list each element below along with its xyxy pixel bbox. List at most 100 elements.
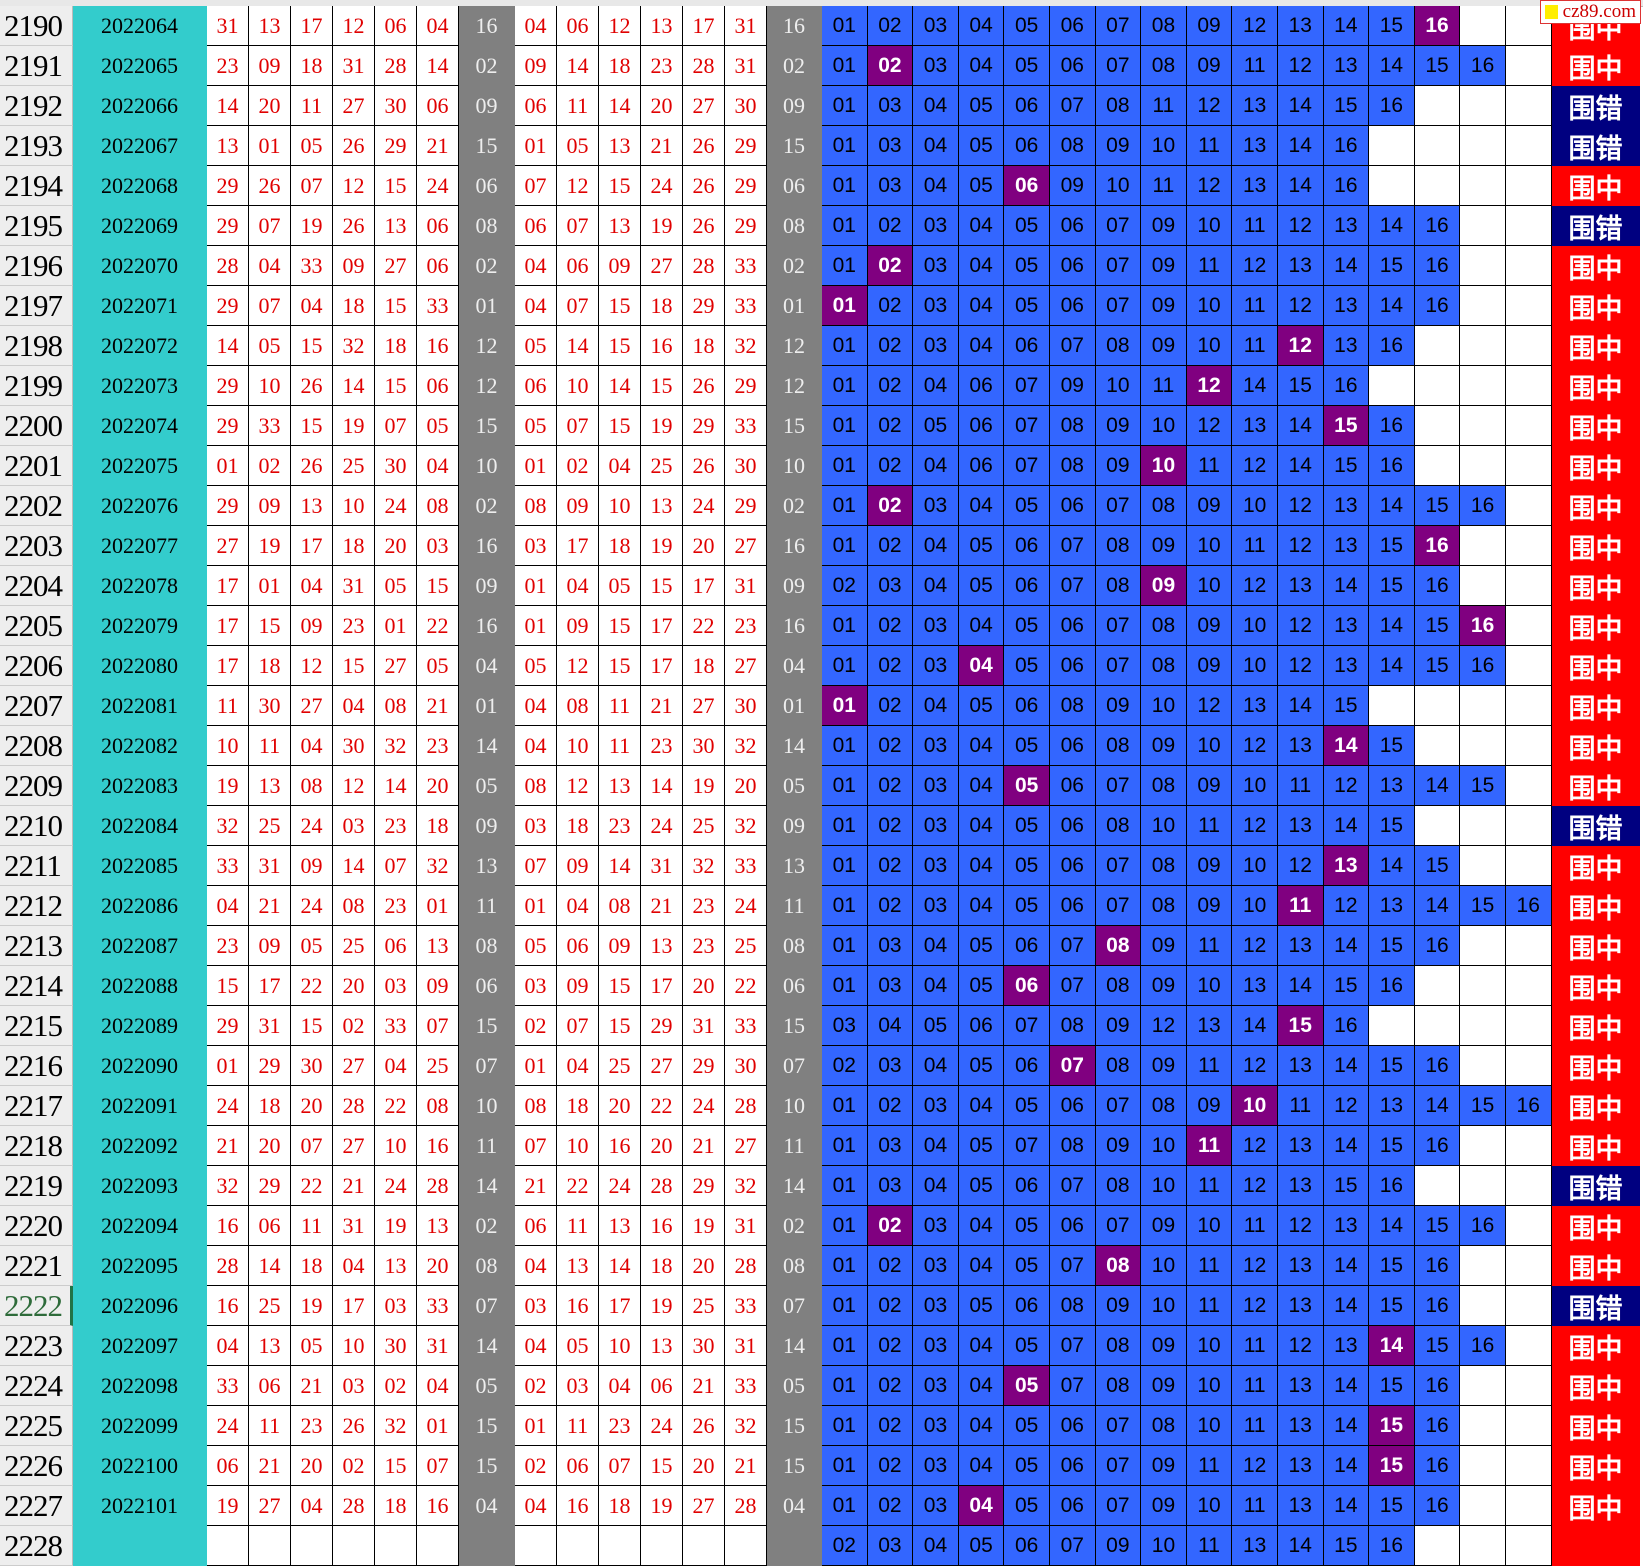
candidate-number-cell[interactable]: 03 (913, 326, 959, 366)
draw-number-cell[interactable]: 06 (249, 1366, 291, 1406)
candidate-number-cell[interactable]: 10 (1232, 766, 1278, 806)
empty-cell[interactable] (1414, 86, 1461, 126)
sorted-number-cell[interactable]: 29 (725, 126, 767, 166)
candidate-number-cell[interactable]: 01 (822, 1446, 868, 1486)
row-number-header[interactable]: 2208 (0, 726, 73, 766)
sorted-number-cell[interactable]: 18 (641, 286, 683, 326)
candidate-number-cell[interactable]: 07 (1049, 1526, 1096, 1566)
draw-number-cell[interactable]: 21 (207, 1126, 249, 1166)
sorted-number-cell[interactable]: 08 (515, 1086, 557, 1126)
blue-ball-repeat-cell[interactable]: 04 (767, 1486, 822, 1526)
candidate-number-cell[interactable]: 07 (1095, 766, 1142, 806)
empty-cell[interactable] (1505, 686, 1552, 726)
candidate-number-cell[interactable]: 04 (913, 1046, 959, 1086)
candidate-number-cell[interactable]: 08 (1095, 1326, 1142, 1366)
candidate-number-cell[interactable]: 10 (1232, 606, 1278, 646)
draw-number-cell[interactable]: 12 (333, 166, 375, 206)
draw-number-cell[interactable]: 15 (375, 1446, 417, 1486)
candidate-number-cell[interactable]: 11 (1232, 1326, 1278, 1366)
draw-number-cell[interactable]: 22 (375, 1086, 417, 1126)
sorted-number-cell[interactable]: 19 (683, 1206, 725, 1246)
blue-ball-repeat-cell[interactable]: 13 (767, 846, 822, 886)
draw-number-cell[interactable]: 26 (333, 1406, 375, 1446)
candidate-number-cell[interactable]: 10 (1141, 1286, 1187, 1326)
candidate-number-cell[interactable]: 07 (1049, 926, 1096, 966)
blue-ball-repeat-cell[interactable]: 16 (767, 526, 822, 566)
row-number-header[interactable]: 2206 (0, 646, 73, 686)
candidate-number-cell[interactable]: 16 (1414, 1486, 1461, 1526)
candidate-number-cell[interactable]: 14 (1323, 1446, 1370, 1486)
draw-number-cell[interactable]: 31 (333, 46, 375, 86)
draw-number-cell[interactable]: 09 (417, 966, 459, 1006)
draw-number-cell[interactable]: 33 (417, 1286, 459, 1326)
empty-cell[interactable] (1505, 1366, 1552, 1406)
draw-number-cell[interactable]: 30 (375, 1326, 417, 1366)
result-badge[interactable] (1551, 1526, 1640, 1566)
row-number-header[interactable]: 2192 (0, 86, 73, 126)
row-number-header[interactable]: 2224 (0, 1366, 73, 1406)
draw-number-cell[interactable]: 23 (375, 806, 417, 846)
empty-cell[interactable] (1505, 1246, 1552, 1286)
draw-number-cell[interactable]: 07 (249, 286, 291, 326)
period-cell[interactable]: 2022085 (73, 846, 207, 886)
candidate-number-cell[interactable]: 16 (1369, 446, 1415, 486)
candidate-number-cell[interactable]: 09 (1141, 1206, 1187, 1246)
blue-ball-repeat-cell[interactable] (767, 1526, 822, 1566)
candidate-number-cell[interactable]: 09 (1141, 206, 1187, 246)
row-number-header[interactable]: 2222 (0, 1286, 73, 1326)
candidate-number-cell[interactable]: 02 (867, 1326, 914, 1366)
draw-number-cell[interactable]: 29 (249, 1166, 291, 1206)
blue-ball-cell[interactable]: 05 (459, 1366, 515, 1406)
sorted-number-cell[interactable]: 31 (725, 6, 767, 46)
draw-number-cell[interactable]: 25 (333, 926, 375, 966)
blue-ball-repeat-cell[interactable]: 14 (767, 726, 822, 766)
candidate-number-cell[interactable]: 12 (1232, 1246, 1278, 1286)
candidate-number-cell[interactable]: 13 (1277, 806, 1324, 846)
draw-number-cell[interactable]: 17 (291, 526, 333, 566)
sorted-number-cell[interactable]: 04 (515, 6, 557, 46)
candidate-number-cell[interactable]: 06 (1004, 1286, 1050, 1326)
candidate-number-cell[interactable]: 11 (1232, 326, 1278, 366)
candidate-number-cell[interactable]: 15 (1369, 1286, 1415, 1326)
draw-number-cell[interactable]: 05 (417, 646, 459, 686)
row-number-header[interactable]: 2200 (0, 406, 73, 446)
result-badge[interactable]: 围中 (1551, 246, 1640, 286)
candidate-number-cell[interactable]: 09 (1186, 646, 1233, 686)
candidate-number-cell[interactable]: 06 (1049, 46, 1096, 86)
draw-number-cell[interactable]: 16 (207, 1206, 249, 1246)
sorted-number-cell[interactable]: 14 (557, 46, 599, 86)
candidate-number-cell[interactable]: 05 (958, 1166, 1005, 1206)
candidate-number-cell[interactable]: 16 (1369, 406, 1415, 446)
row-number-header[interactable]: 2205 (0, 606, 73, 646)
candidate-number-cell[interactable]: 14 (1323, 1046, 1370, 1086)
empty-cell[interactable] (1505, 486, 1552, 526)
candidate-number-cell[interactable]: 04 (958, 1406, 1005, 1446)
candidate-number-cell[interactable]: 05 (958, 926, 1005, 966)
draw-number-cell[interactable]: 26 (291, 446, 333, 486)
candidate-number-cell[interactable]: 13 (1277, 6, 1324, 46)
sorted-number-cell[interactable]: 24 (641, 166, 683, 206)
draw-number-cell[interactable]: 27 (333, 86, 375, 126)
row-number-header[interactable]: 2191 (0, 46, 73, 86)
candidate-number-cell[interactable]: 07 (1095, 486, 1142, 526)
candidate-number-cell[interactable]: 05 (958, 1126, 1005, 1166)
draw-number-cell[interactable]: 01 (375, 606, 417, 646)
candidate-number-cell[interactable]: 06 (1049, 6, 1096, 46)
candidate-number-cell[interactable]: 02 (822, 566, 868, 606)
draw-number-cell[interactable] (417, 1526, 459, 1566)
sorted-number-cell[interactable]: 02 (515, 1446, 557, 1486)
sorted-number-cell[interactable]: 27 (641, 1046, 683, 1086)
candidate-number-cell[interactable]: 12 (1232, 1446, 1278, 1486)
candidate-number-cell[interactable]: 03 (867, 86, 914, 126)
row-number-header[interactable]: 2190 (0, 6, 73, 46)
candidate-number-cell[interactable]: 02 (867, 526, 914, 566)
candidate-number-cell[interactable]: 05 (1004, 1406, 1050, 1446)
empty-cell[interactable] (1505, 166, 1552, 206)
candidate-number-cell[interactable]: 12 (1277, 486, 1324, 526)
draw-number-cell[interactable]: 02 (333, 1446, 375, 1486)
empty-cell[interactable] (1505, 1406, 1552, 1446)
draw-number-cell[interactable]: 15 (207, 966, 249, 1006)
row-number-header[interactable]: 2202 (0, 486, 73, 526)
candidate-number-cell[interactable]: 10 (1095, 366, 1142, 406)
draw-number-cell[interactable]: 13 (249, 766, 291, 806)
